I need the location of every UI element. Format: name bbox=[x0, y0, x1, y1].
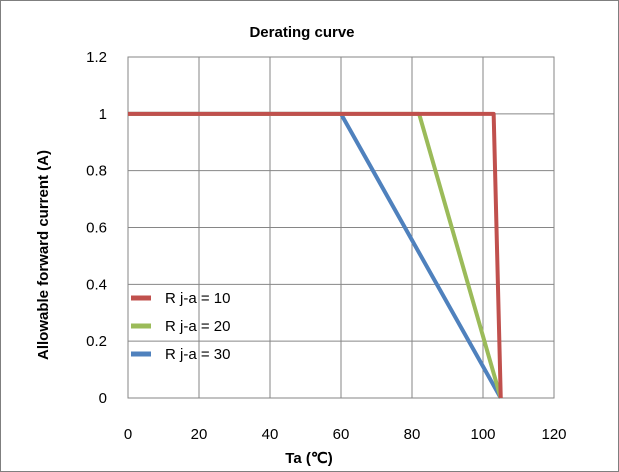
x-tick-label: 0 bbox=[124, 426, 132, 443]
y-tick-label: 1 bbox=[99, 106, 107, 123]
legend-entry-label: R j-a = 30 bbox=[165, 346, 230, 363]
x-tick-label: 20 bbox=[191, 426, 208, 443]
y-tick-label: 0 bbox=[99, 390, 107, 407]
x-tick-label: 60 bbox=[333, 426, 350, 443]
y-tick-label: 0.2 bbox=[86, 333, 107, 350]
x-tick-label: 80 bbox=[404, 426, 421, 443]
legend-entry-label: R j-a = 10 bbox=[165, 290, 230, 307]
y-tick-label: 1.2 bbox=[86, 49, 107, 66]
y-axis-ticks: 0 0.2 0.4 0.6 0.8 1 1.2 bbox=[86, 49, 107, 407]
plot-area-border bbox=[127, 56, 555, 399]
legend: R j-a = 10 R j-a = 20 R j-a = 30 bbox=[131, 290, 230, 363]
x-tick-label: 100 bbox=[470, 426, 495, 443]
chart-title: Derating curve bbox=[249, 24, 354, 41]
series-line bbox=[128, 111, 503, 399]
x-axis-ticks: 0 20 40 60 80 100 120 bbox=[124, 426, 567, 443]
y-axis-title: Allowable forward current (A) bbox=[35, 150, 52, 360]
x-axis-title: Ta (℃) bbox=[285, 450, 332, 467]
y-tick-label: 0.4 bbox=[86, 276, 107, 293]
y-tick-label: 0.6 bbox=[86, 220, 107, 237]
x-tick-label: 120 bbox=[541, 426, 566, 443]
y-tick-label: 0.8 bbox=[86, 163, 107, 180]
series-lines bbox=[128, 111, 503, 399]
x-tick-label: 40 bbox=[262, 426, 279, 443]
legend-entry-label: R j-a = 20 bbox=[165, 318, 230, 335]
